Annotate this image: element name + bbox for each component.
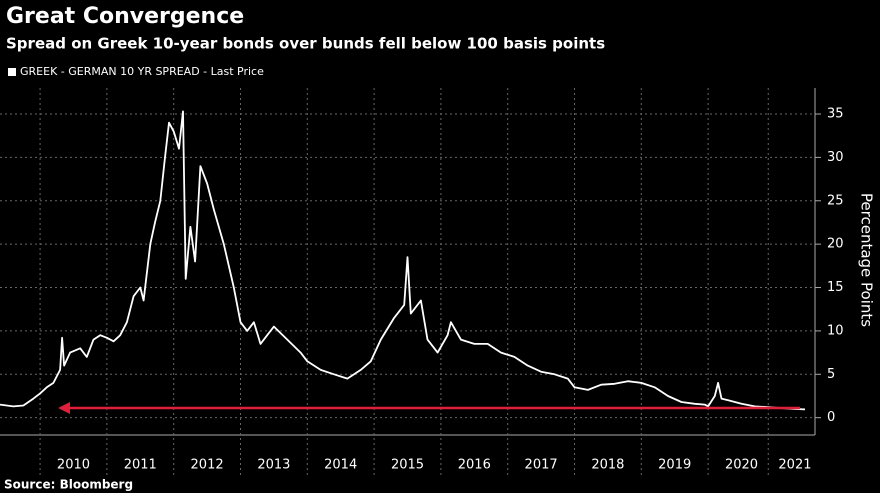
x-tick-label: 2016: [458, 458, 491, 473]
x-tick-label: 2010: [57, 458, 90, 473]
x-tick-label: 2012: [191, 458, 224, 473]
y-tick-label: 5: [827, 367, 835, 382]
y-tick-label: 30: [827, 150, 844, 165]
y-tick-label: 15: [827, 280, 844, 295]
x-tick-label: 2011: [124, 458, 157, 473]
legend-swatch: [8, 68, 16, 76]
x-tick-label: 2020: [725, 458, 758, 473]
y-tick-label: 25: [827, 193, 844, 208]
y-tick-label: 35: [827, 107, 844, 122]
chart-title: Great Convergence: [6, 4, 244, 29]
x-tick-label: 2021: [778, 458, 811, 473]
chart-subtitle: Spread on Greek 10-year bonds over bunds…: [6, 35, 605, 53]
x-tick-label: 2015: [391, 458, 424, 473]
series-line: [0, 110, 806, 411]
y-tick-label: 10: [827, 323, 844, 338]
x-tick-label: 2014: [324, 458, 357, 473]
x-tick-label: 2013: [257, 458, 290, 473]
y-axis-label: Percentage Points: [858, 193, 876, 327]
source: Source: Bloomberg: [4, 478, 133, 492]
x-tick-label: 2017: [525, 458, 558, 473]
x-tick-label: 2018: [591, 458, 624, 473]
y-tick-label: 0: [827, 410, 835, 425]
annotation-arrowhead: [58, 402, 70, 414]
x-tick-label: 2019: [658, 458, 691, 473]
legend-label: GREEK - GERMAN 10 YR SPREAD - Last Price: [20, 65, 264, 78]
y-tick-label: 20: [827, 237, 844, 252]
